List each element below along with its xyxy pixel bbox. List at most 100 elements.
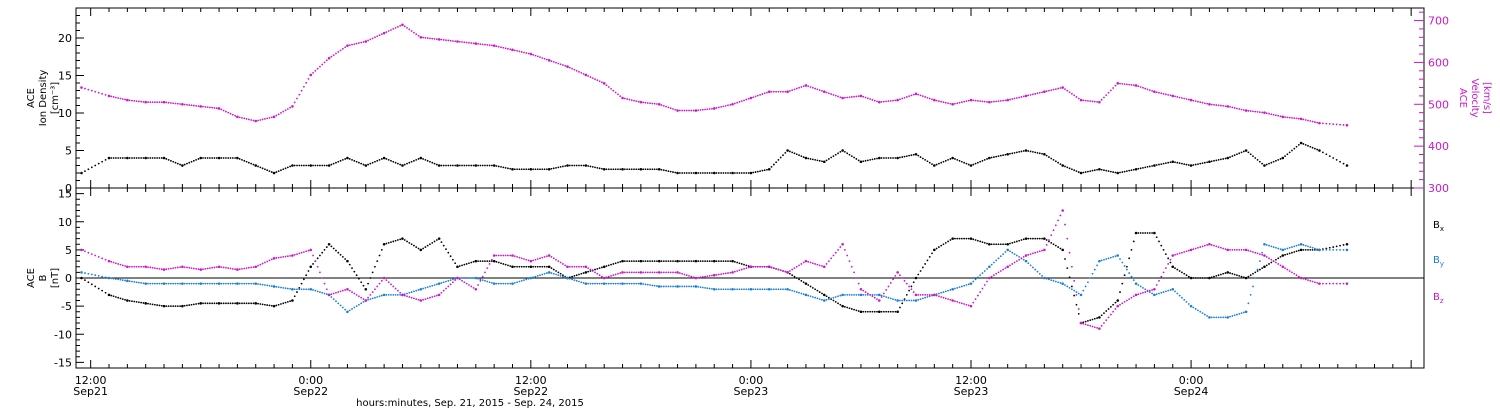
bx-point <box>1238 274 1241 277</box>
by-point <box>507 282 509 285</box>
bx-point <box>174 305 177 308</box>
density-point <box>1142 166 1144 169</box>
velocity-point <box>1194 100 1197 103</box>
by-point <box>188 282 191 285</box>
bz-point <box>1311 280 1314 283</box>
bx-point <box>866 310 869 313</box>
bx-point <box>853 308 855 311</box>
density-point <box>788 150 791 153</box>
by-point <box>921 297 924 300</box>
density-point <box>1189 164 1193 167</box>
by-point <box>1144 288 1147 291</box>
bz-point <box>988 276 991 280</box>
bz-point <box>144 265 147 269</box>
velocity-point <box>584 73 588 77</box>
by-point <box>767 287 771 291</box>
density-point <box>417 158 420 160</box>
bz-point <box>752 265 755 268</box>
velocity-point <box>119 97 122 100</box>
bx-point <box>351 267 353 270</box>
density-point <box>816 159 819 162</box>
by-point <box>183 282 186 285</box>
bz-point <box>1197 246 1199 249</box>
velocity-point <box>213 107 216 109</box>
density-point <box>213 157 216 159</box>
velocity-point <box>786 90 789 94</box>
bz-point <box>816 263 819 266</box>
bz-point <box>1236 248 1238 251</box>
bx-point <box>1164 253 1167 255</box>
bz-point <box>607 275 610 278</box>
by-point <box>1183 298 1186 301</box>
bx-point <box>339 253 342 256</box>
bx-point <box>447 251 450 254</box>
density-point <box>252 163 255 166</box>
density-point <box>822 160 826 164</box>
bx-point <box>873 310 876 313</box>
density-point <box>857 159 860 162</box>
velocity-point <box>639 100 643 104</box>
by-point <box>602 282 606 285</box>
bx-point <box>1031 237 1034 240</box>
by-point <box>795 291 798 293</box>
velocity-point <box>1316 121 1319 124</box>
bx-point <box>731 259 734 263</box>
by-point <box>656 285 658 287</box>
bx-point <box>1254 271 1257 274</box>
by-point <box>451 278 454 281</box>
bx-point <box>229 302 232 305</box>
by-point <box>300 288 303 291</box>
by-point <box>1335 248 1338 251</box>
density-point <box>151 157 154 159</box>
bz-point <box>90 253 93 255</box>
density-point <box>316 164 319 167</box>
density-point <box>935 163 938 166</box>
density-point <box>474 164 478 167</box>
bz-point <box>410 296 413 299</box>
bx-point <box>215 302 218 305</box>
bx-series <box>80 231 1349 325</box>
by-point <box>419 287 423 291</box>
bz-point <box>376 285 379 288</box>
bx-point <box>1210 276 1213 279</box>
bz-point <box>1107 316 1110 319</box>
density-point <box>912 153 915 156</box>
velocity-point <box>701 108 704 111</box>
bx-point <box>887 310 890 313</box>
density-point <box>172 160 175 163</box>
bx-point <box>170 305 172 308</box>
by-point <box>791 289 794 292</box>
by-point <box>859 293 863 297</box>
by-point <box>170 282 172 285</box>
by-point <box>355 305 358 308</box>
bx-point <box>1249 274 1252 277</box>
velocity-point <box>272 115 276 119</box>
bz-point <box>825 263 828 265</box>
bz-point <box>1192 248 1195 251</box>
bx-point <box>1027 237 1030 240</box>
density-point <box>763 169 766 172</box>
velocity-point <box>827 92 830 95</box>
bx-point <box>238 302 241 305</box>
bz-point <box>793 267 796 270</box>
bx-point <box>676 259 679 263</box>
bx-point <box>1093 317 1096 320</box>
velocity-point <box>547 59 551 62</box>
velocity-point <box>486 43 489 46</box>
bz-point <box>325 288 328 291</box>
by-point <box>1229 315 1231 318</box>
velocity-point <box>699 109 702 111</box>
by-point <box>681 285 684 288</box>
bx-point <box>1185 274 1188 277</box>
by-point <box>351 308 353 310</box>
velocity-point <box>931 98 933 101</box>
bz-point <box>562 263 564 265</box>
bx-point <box>876 310 878 313</box>
by-point <box>1254 277 1257 279</box>
bz-point <box>811 262 814 265</box>
bz-point <box>940 296 943 298</box>
density-point <box>1187 164 1190 166</box>
velocity-point <box>882 100 885 103</box>
bz-point <box>701 276 704 278</box>
by-point <box>1322 248 1324 251</box>
